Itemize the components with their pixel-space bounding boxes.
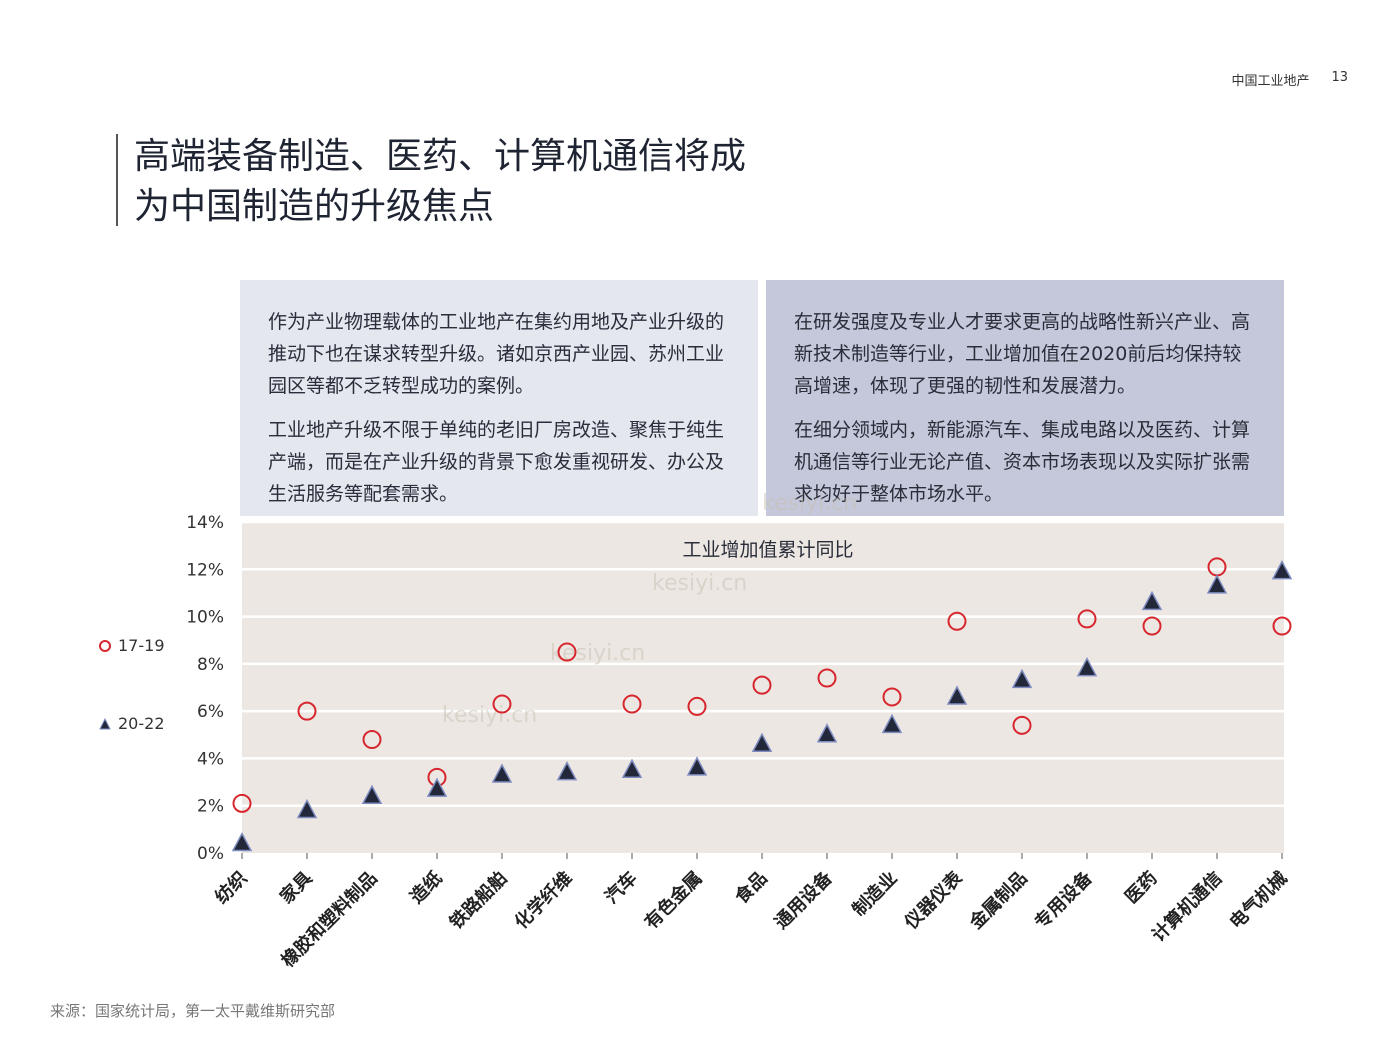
series-17-19-point [297,701,317,721]
info-box-right-paragraph-2: 在细分领域内，新能源汽车、集成电路以及医药、计算机通信等行业无论产值、资本市场表… [794,419,1251,505]
y-tick-label: 8% [197,655,224,675]
series-17-19-point [947,611,967,631]
chart-title: 工业增加值累计同比 [682,539,853,561]
legend-item-20-22: 20-22 [98,714,165,733]
series-20-22-markers [231,560,1293,852]
series-17-19-point [557,642,577,662]
series-20-22-point [946,685,968,705]
series-20-22-point [1271,560,1293,580]
watermark-text: kesiyi.cn [442,703,537,728]
grid-lines [242,520,1284,807]
x-tick-label: 电气机械 [1225,867,1291,933]
title-accent-bar [116,134,118,226]
series-20-22-point [1206,574,1228,594]
watermark-text: kesiyi.cn [652,571,747,596]
x-tick-label: 有色金属 [640,867,706,933]
y-tick-label: 4% [197,749,224,769]
section-label: 中国工业地产 [1231,74,1310,89]
x-tick-label: 家具 [276,867,317,908]
y-tick-label: 0% [197,844,224,864]
info-box-left: 作为产业物理载体的工业地产在集约用地及产业升级的推动下也在谋求转型升级。诸如京西… [240,280,758,516]
series-20-22-point [621,758,643,778]
series-20-22-point [751,732,773,752]
y-tick-label: 10% [186,608,224,628]
series-17-19-point [882,687,902,707]
x-tick-label: 通用设备 [770,866,837,933]
x-tick-label: 食品 [730,867,772,909]
series-20-22-point [686,756,708,776]
info-box-left-paragraph-1: 作为产业物理载体的工业地产在集约用地及产业升级的推动下也在谋求转型升级。诸如京西… [268,311,725,397]
x-tick-label: 制造业 [848,867,902,921]
series-20-22-point [881,713,903,734]
x-tick-label: 仪器仪表 [899,866,967,934]
watermark-text: kesiyi.cn [550,641,645,666]
page-header: 中国工业地产 13 [1231,70,1348,89]
x-tick-label: 造纸 [406,867,447,908]
series-20-22-point [231,831,253,852]
page-number: 13 [1331,70,1348,85]
series-17-19-point [817,668,837,688]
page-title-line-2: 为中国制造的升级焦点 [134,186,495,227]
series-17-19-point [1272,616,1292,636]
series-17-19-point [232,793,252,813]
series-20-22-point [1011,668,1033,689]
page-title: 高端装备制造、医药、计算机通信将成 为中国制造的升级焦点 [134,132,746,232]
series-17-19-point [1142,616,1162,636]
x-tick-label: 医药 [1121,867,1162,908]
series-17-19-point [362,730,382,750]
plot-background [242,522,1284,853]
series-17-19-point [1077,609,1097,629]
y-tick-label: 12% [186,560,224,580]
series-17-19-point [622,694,642,714]
x-tick-label: 专用设备 [1030,866,1097,933]
y-tick-label: 14% [186,513,224,533]
legend-triangle-icon [99,717,111,729]
series-20-22-point [426,777,448,797]
legend-item-17-19: 17-19 [98,636,165,655]
y-tick-label: 6% [197,702,224,722]
series-20-22-point [491,763,513,783]
info-box-left-paragraph-2: 工业地产升级不限于单纯的老旧厂房改造、聚焦于纯生产端，而是在产业升级的背景下愈发… [268,419,725,505]
series-17-19-point [687,696,707,716]
x-tick-label: 铁路船舶 [445,867,511,933]
info-box-right-paragraph-1: 在研发强度及专业人才要求更高的战略性新兴产业、高新技术制造等行业，工业增加值在2… [794,311,1251,397]
series-20-22-point [296,798,318,819]
series-20-22-point [1141,590,1163,611]
series-20-22-point [361,784,383,805]
y-axis-ticks: 0% 2% 4% 6% 8% 10% 12% 14% [186,513,224,864]
source-note: 来源：国家统计局，第一太平戴维斯研究部 [50,1002,336,1020]
series-20-22-point [816,723,838,743]
series-20-22-point [556,761,578,781]
series-17-19-markers [232,557,1292,813]
legend-label-17-19: 17-19 [118,636,165,655]
watermark-text: kesiyi.cn [762,491,857,516]
series-17-19-point [492,694,512,714]
watermarks: kesiyi.cn kesiyi.cn kesiyi.cn kesiyi.cn [442,491,857,728]
page-title-line-1: 高端装备制造、医药、计算机通信将成 [134,136,747,177]
x-tick-label: 纺织 [211,867,252,908]
legend-label-20-22: 20-22 [118,714,165,733]
x-tick-label: 金属制品 [964,867,1031,934]
series-17-19-point [752,675,772,695]
x-tick-label: 汽车 [601,867,642,908]
legend-circle-icon [99,639,111,652]
y-tick-label: 2% [197,797,224,817]
series-20-22-point [1076,656,1098,677]
x-tick-label: 化学纤维 [510,867,576,933]
series-17-19-point [1012,715,1032,735]
info-box-right: 在研发强度及专业人才要求更高的战略性新兴产业、高新技术制造等行业，工业增加值在2… [766,280,1284,516]
x-tick-label: 计算机通信 [1147,867,1226,946]
